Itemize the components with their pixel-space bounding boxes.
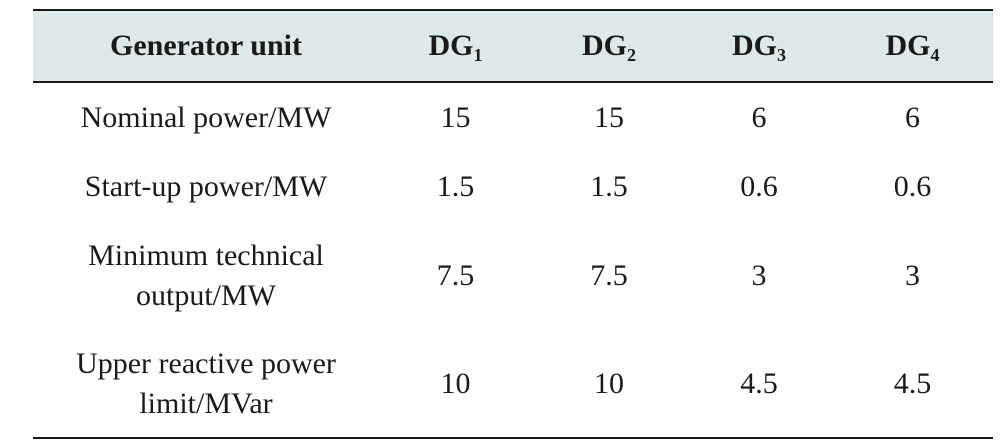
header-dg3: DG3 [686,10,832,82]
header-row-label: Generator unit [110,29,302,62]
table-body: Nominal power/MW 15 15 6 6 Start-up powe… [33,82,993,438]
table-cell: 1.5 [436,170,475,203]
row-label-line: limit/MVar [139,386,273,420]
table-row: Nominal power/MW 15 15 6 6 [33,82,993,152]
header-dg1-main: DG [428,29,474,62]
table-cell: 10 [594,366,624,400]
header-dg1-sub: 1 [473,45,483,65]
header-dg3-main: DG [732,29,777,62]
header-dg4-sub: 4 [930,45,940,65]
table-cell: 0.6 [740,170,778,203]
row-label: Start-up power/MW [33,152,379,222]
table-cell: 3 [905,259,920,292]
row-label-line: Upper reactive power [76,346,336,380]
header-dg4: DG4 [832,10,993,82]
table-cell: 7.5 [590,259,628,292]
header-dg4-main: DG [885,29,931,62]
header-dg2: DG2 [532,10,686,82]
table-cell: 10 [440,366,471,400]
row-label-line: output/MW [136,279,276,312]
row-label: Upper reactive power limit/MVar [33,330,379,438]
table-cell: 6 [751,100,767,134]
table-header: Generator unit DG1 DG2 DG3 DG4 [33,10,993,82]
data-table: Generator unit DG1 DG2 DG3 DG4 Nominal p… [33,9,993,439]
table-cell: 1.5 [590,170,628,203]
generator-parameters-table: Generator unit DG1 DG2 DG3 DG4 Nominal p… [33,9,993,439]
header-row: Generator unit DG1 DG2 DG3 DG4 [33,10,993,82]
row-label: Nominal power/MW [33,82,379,152]
header-dg2-sub: 2 [627,45,636,65]
row-label-line: Start-up power/MW [84,170,328,203]
table-cell: 4.5 [893,366,932,400]
table-row: Start-up power/MW 1.5 1.5 0.6 0.6 [33,152,993,222]
row-label-line: Nominal power/MW [80,100,332,134]
table-cell: 6 [905,100,920,134]
row-label-line: Minimum technical [88,239,324,272]
table-cell: 15 [594,100,624,134]
table-cell: 15 [440,100,471,134]
row-label: Minimum technical output/MW [33,222,379,330]
table-cell: 7.5 [436,259,475,292]
table-cell: 0.6 [893,170,932,203]
table-row: Minimum technical output/MW 7.5 7.5 3 3 [33,222,993,330]
table-cell: 3 [751,259,767,292]
table-row: Upper reactive power limit/MVar 10 10 4.5… [33,330,993,438]
table-cell: 4.5 [740,366,778,400]
header-dg2-main: DG [582,29,627,62]
header-dg3-sub: 3 [777,45,786,65]
header-dg1: DG1 [379,10,532,82]
